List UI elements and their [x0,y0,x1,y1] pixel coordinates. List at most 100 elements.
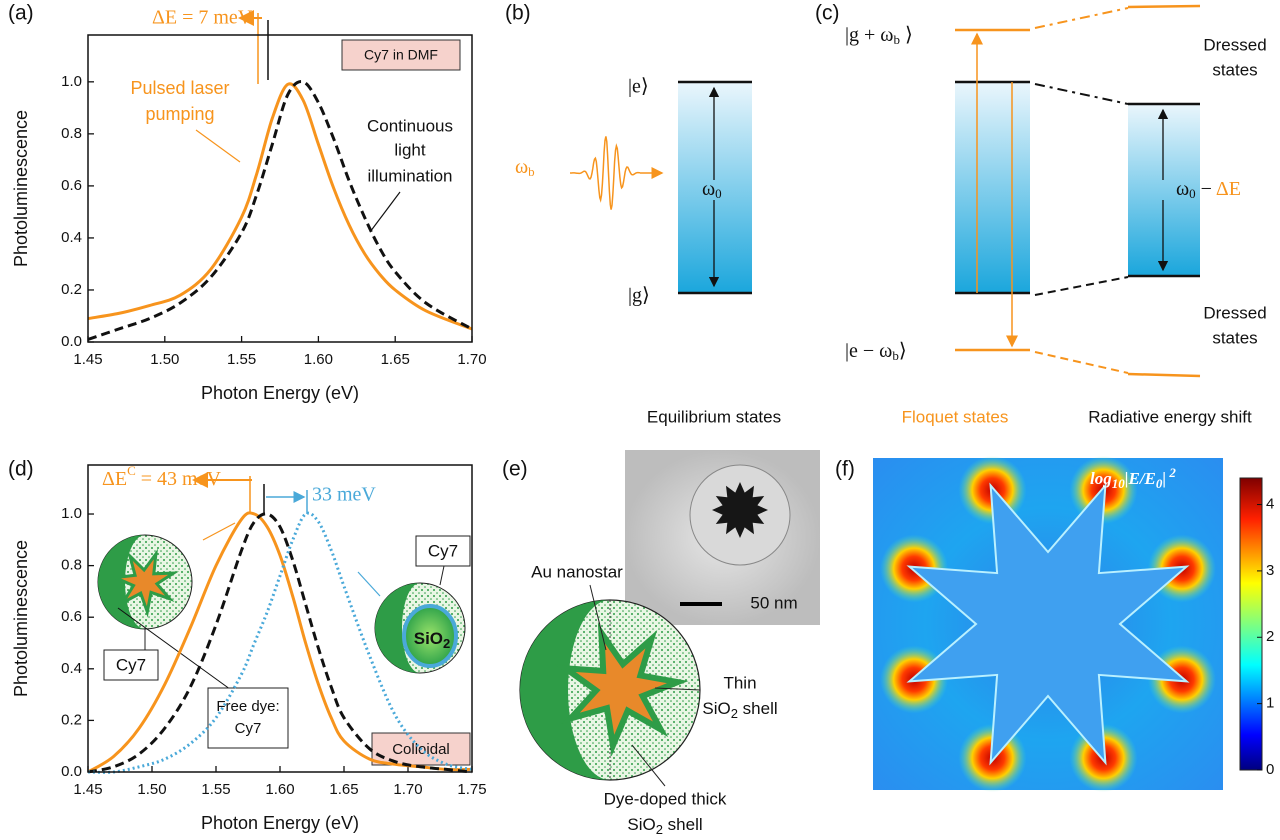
panel-label: (e) [502,458,528,481]
scale-label: 50 nm [750,593,797,612]
symbol: ⟩ [900,24,913,46]
label-box [103,649,159,681]
symbol: | [1125,469,1129,488]
line-series [87,511,473,774]
x-tick-label: 1.55 [227,351,256,368]
y-tick-label: 0.4 [61,229,82,246]
level [1127,372,1201,378]
leader-line [195,129,241,163]
symbol: ΔE [1216,178,1241,200]
colorbar-tick-label: 0 [1266,761,1274,778]
symbol: shell [738,699,778,718]
caption: Floquet states [902,407,1009,426]
level [1127,4,1201,9]
x-axis-label: Photon Energy (eV) [201,813,359,833]
symbol: = 43 meV [136,468,222,490]
particle-shell [98,535,145,629]
y-tick-label: 1.0 [61,505,82,522]
line-series [87,511,473,774]
subscript: b [528,164,535,179]
y-axis-label: Photoluminescence [11,540,31,697]
subscript: b [892,348,899,363]
plot-frame [87,34,473,343]
x-tick-label: 1.55 [201,781,230,798]
leader-line [202,522,236,541]
particle-shell [375,583,420,673]
y-tick-label: 0.4 [61,660,82,677]
annotation: Cy7 in DMF [364,47,438,63]
state-label: |e − ωb⟩ [845,340,907,363]
nanostar [555,622,689,757]
line-series [87,512,473,774]
annotation: states [1212,60,1257,79]
caption: Equilibrium states [647,407,781,426]
leader-line [369,191,401,233]
nanostar-outline [906,482,1190,766]
leader-line [589,584,607,651]
y-tick-label: 0.6 [61,177,82,194]
line-series [87,82,473,331]
annotation: SiO2 shell [702,699,777,721]
y-tick-label: 0.8 [61,125,82,142]
annotation-group: ΔEC = 43 meV 33 meV Cy7 SiO2 Cy7 Free dy… [97,463,471,766]
x-tick-label: 1.50 [137,781,166,798]
x-tick-label: 1.65 [329,781,358,798]
annotation: illumination [367,166,452,185]
label-box [341,39,461,71]
caption: Radiative energy shift [1088,407,1252,426]
annotation: Thin [723,673,756,692]
panel-label: (a) [8,2,34,25]
x-axis-label: Photon Energy (eV) [201,383,359,403]
annotation-group: ΔE = 7 meV Cy7 in DMF Pulsed laser pumpi… [130,7,461,233]
x-tick-label: 1.65 [381,351,410,368]
annotation: pumping [145,104,214,124]
panel-label: (d) [8,458,34,481]
connector [1034,351,1129,374]
annotation: Free dye: [216,698,279,715]
subscript: 2 [443,636,450,651]
annotation: light [394,140,425,159]
state-label: |e⟩ [628,76,649,98]
label-box [415,535,471,567]
panel-c: (c) |g + ωb ⟩ |e − ωb⟩ ω0 − ΔE Dressed s… [815,2,1267,427]
x-tick-label: 1.45 [73,781,102,798]
annotation: states [1212,328,1257,347]
symbol: − [1196,178,1216,200]
colorbar-tick-label: 1 [1266,695,1274,712]
symbol: E/E [1127,469,1155,488]
x-tick-label: 1.60 [265,781,294,798]
colorbar-title: log10|E/E0| 2 [1090,465,1176,491]
y-tick-label: 0.0 [61,333,82,350]
gap-label: ω0 [702,178,722,201]
connector [1034,276,1129,296]
line-series [87,80,473,341]
x-tick-label: 1.45 [73,351,102,368]
subscript: 0 [1189,186,1196,201]
x-tick-label: 1.75 [457,781,486,798]
annotation: Dressed [1203,303,1266,322]
wave-packet [570,136,641,210]
leader-line [654,687,701,691]
leader-line [439,565,445,586]
superscript: C [127,463,136,478]
symbol: SiO [414,629,443,648]
superscript: 2 [1166,465,1176,480]
panel-f: (f) log10|E/E0| 2 [835,456,1263,792]
colorbar-tick-label: 3 [1266,562,1274,579]
symbol: | [1162,469,1166,488]
annotation: Dressed [1203,35,1266,54]
subscript: b [893,32,900,47]
symbol: ω [702,178,715,200]
annotation: 33 meV [312,484,376,506]
annotation: Cy7 [116,655,146,674]
colorbar-tick-label: 2 [1266,628,1274,645]
symbol: SiO [702,699,730,718]
state-label: |g⟩ [628,285,650,307]
symbol: |e − ω [845,340,892,362]
annotation: Continuous [367,116,453,135]
x-tick-label: 1.60 [304,351,333,368]
plot-frame [87,464,473,773]
symbol: |g + ω [845,24,893,46]
panel-e: (e) 50 nm Au nanostar Thin SiO2 shell Dy… [502,450,820,837]
leader-line [357,571,381,597]
